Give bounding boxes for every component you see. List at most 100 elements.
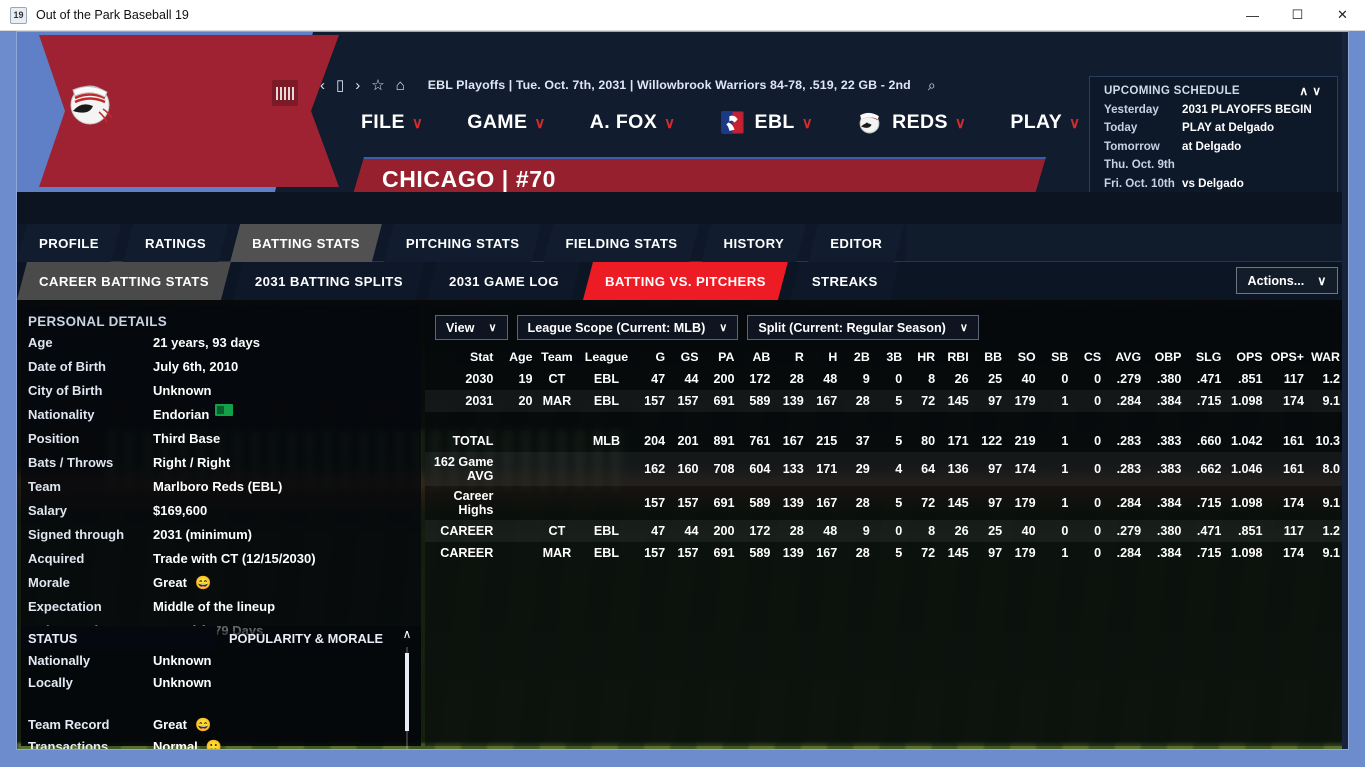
status-tab[interactable]: STATUS bbox=[21, 626, 217, 650]
bookmark-icon[interactable]: ▯ bbox=[336, 77, 345, 94]
table-cell: 139 bbox=[782, 546, 804, 560]
column-header-hr[interactable]: HR bbox=[917, 350, 936, 364]
menu-play-label: PLAY bbox=[1010, 111, 1063, 133]
status-key: Transactions bbox=[28, 739, 109, 750]
forward-chevron-icon[interactable]: › bbox=[355, 76, 361, 94]
status-scrollbar[interactable]: ∧ ∨ bbox=[399, 627, 415, 749]
tab-fielding-stats[interactable]: FIELDING STATS bbox=[543, 224, 699, 262]
tab-batting-stats[interactable]: BATTING STATS bbox=[230, 224, 382, 262]
subtab-streaks[interactable]: STREAKS bbox=[790, 262, 900, 300]
schedule-event[interactable]: PLAY at Delgado bbox=[1182, 121, 1275, 134]
column-header-rbi[interactable]: RBI bbox=[947, 350, 969, 364]
column-header-ops[interactable]: OPS bbox=[1236, 350, 1263, 364]
subtab-batting-vs-pitchers[interactable]: BATTING VS. PITCHERS bbox=[583, 262, 788, 300]
menu-file[interactable]: FILE ∨ bbox=[339, 111, 445, 134]
column-header-avg[interactable]: AVG bbox=[1115, 350, 1142, 364]
detail-value: $169,600 bbox=[153, 503, 208, 518]
chevron-down-icon: ∨ bbox=[954, 114, 967, 132]
table-cell: 8 bbox=[908, 520, 942, 542]
scrollbar-thumb[interactable] bbox=[405, 653, 409, 731]
column-header-pa[interactable]: PA bbox=[718, 350, 735, 364]
column-header-g[interactable]: G bbox=[655, 350, 666, 364]
table-spacer-row bbox=[425, 412, 1346, 430]
detail-key: Signed through bbox=[28, 527, 125, 542]
schedule-event[interactable]: at Delgado bbox=[1182, 139, 1242, 153]
column-header-2b[interactable]: 2B bbox=[853, 350, 870, 364]
chevron-down-icon: ∨ bbox=[488, 322, 497, 334]
column-header-so[interactable]: SO bbox=[1017, 350, 1036, 364]
tab-history[interactable]: HISTORY bbox=[702, 224, 807, 262]
view-dropdown[interactable]: View ∨ bbox=[435, 315, 508, 340]
column-header-r[interactable]: R bbox=[794, 350, 804, 364]
schedule-updown-arrows[interactable]: ∧∨ bbox=[1299, 84, 1325, 98]
column-header-stat[interactable]: Stat bbox=[469, 350, 494, 364]
column-header-war[interactable]: WAR bbox=[1311, 350, 1340, 364]
table-row[interactable]: CAREER MAR EBL 157 157 691 589 139 167 28 5 72 145 97… bbox=[425, 542, 1346, 564]
column-header-bb[interactable]: BB bbox=[984, 350, 1003, 364]
table-cell: 0 bbox=[1094, 546, 1102, 560]
collapse-panel-icon[interactable]: « bbox=[1320, 186, 1328, 192]
column-header-team[interactable]: Team bbox=[541, 350, 573, 364]
subtab-batting-splits[interactable]: 2031 BATTING SPLITS bbox=[233, 262, 425, 300]
menu-league[interactable]: EBL ∨ bbox=[698, 110, 836, 135]
menu-play[interactable]: PLAY ∨ bbox=[988, 111, 1102, 134]
table-row[interactable]: 162 Game AVG 162 160 708 604 133 171 29 4 64 136 97… bbox=[425, 452, 1346, 486]
schedule-event[interactable]: vs Delgado bbox=[1182, 176, 1244, 190]
table-row[interactable]: TOTAL MLB 204 201 891 761 167 215 37 5 80 171 122 219… bbox=[425, 430, 1346, 452]
scrollbar-track[interactable] bbox=[405, 647, 409, 749]
table-cell: 589 bbox=[749, 496, 771, 510]
column-header-sb[interactable]: SB bbox=[1051, 350, 1069, 364]
table-row[interactable]: Career Highs 157 157 691 589 139 167 28 5 72 145 97… bbox=[425, 486, 1346, 520]
column-header-ab[interactable]: AB bbox=[752, 350, 771, 364]
column-header-slg[interactable]: SLG bbox=[1195, 350, 1222, 364]
menu-manager[interactable]: A. FOX ∨ bbox=[568, 111, 698, 134]
subtab-game-log[interactable]: 2031 GAME LOG bbox=[427, 262, 581, 300]
popularity-morale-tab[interactable]: POPULARITY & MORALE bbox=[217, 630, 421, 646]
table-row[interactable]: 2030 19 CT EBL 47 44 200 172 28 48 9 0 8 26 25 40 0 0 .279… bbox=[425, 368, 1346, 390]
upcoming-schedule-title: UPCOMING SCHEDULE bbox=[1104, 84, 1240, 97]
column-header-obp[interactable]: OBP bbox=[1154, 350, 1182, 364]
subtab-career-batting-stats[interactable]: CAREER BATTING STATS bbox=[17, 262, 231, 300]
close-button[interactable]: ✕ bbox=[1337, 7, 1348, 22]
status-key: Team Record bbox=[28, 717, 110, 732]
menu-team[interactable]: REDS ∨ bbox=[835, 110, 988, 135]
star-icon[interactable]: ☆ bbox=[371, 77, 385, 94]
table-cell: .662 bbox=[1187, 452, 1228, 486]
table-cell: 0 bbox=[875, 520, 909, 542]
scroll-up-icon[interactable]: ∧ bbox=[402, 627, 412, 641]
schedule-event[interactable]: 2031 PLAYOFFS BEGIN bbox=[1182, 102, 1312, 116]
column-header-ops-[interactable]: OPS+ bbox=[1270, 350, 1305, 364]
table-cell: 179 bbox=[1014, 496, 1036, 510]
column-header-h[interactable]: H bbox=[828, 350, 838, 364]
menu-game[interactable]: GAME ∨ bbox=[445, 111, 568, 134]
maximize-button[interactable]: ☐ bbox=[1291, 7, 1304, 22]
window-controls: — ☐ ✕ bbox=[1230, 0, 1365, 31]
table-row[interactable]: CAREER CT EBL 47 44 200 172 28 48 9 0 8 26 25 40 0 0.279… bbox=[425, 520, 1346, 542]
table-cell: 215 bbox=[816, 434, 838, 448]
search-icon[interactable]: ⌕ bbox=[927, 76, 936, 93]
table-cell: .715 bbox=[1196, 496, 1222, 510]
column-header-3b[interactable]: 3B bbox=[886, 350, 903, 364]
column-header-age[interactable]: Age bbox=[509, 350, 533, 364]
actions-button[interactable]: Actions... ∨ bbox=[1236, 267, 1338, 294]
detail-value: Marlboro Reds (EBL) bbox=[153, 479, 283, 494]
tab-ratings[interactable]: RATINGS bbox=[123, 224, 228, 262]
tab-profile[interactable]: PROFILE bbox=[17, 224, 121, 262]
spacer-cell bbox=[425, 412, 1346, 430]
table-cell: 26 bbox=[941, 520, 975, 542]
home-icon[interactable]: ⌂ bbox=[395, 76, 405, 94]
column-header-cs[interactable]: CS bbox=[1083, 350, 1102, 364]
tab-editor[interactable]: EDITOR bbox=[808, 224, 904, 262]
back-chevron-icon[interactable]: ‹ bbox=[320, 76, 325, 94]
tab-pitching-stats[interactable]: PITCHING STATS bbox=[384, 224, 542, 262]
table-cell: 20 bbox=[505, 390, 539, 412]
column-header-league[interactable]: League bbox=[584, 350, 629, 364]
table-cell: 117 bbox=[1268, 520, 1311, 542]
split-dropdown[interactable]: Split (Current: Regular Season) ∨ bbox=[747, 315, 979, 340]
minimize-button[interactable]: — bbox=[1246, 7, 1259, 23]
column-header-gs[interactable]: GS bbox=[680, 350, 699, 364]
table-row[interactable]: 2031 20 MAR EBL 157 157 691 589 139 167 28 5 72 145 97… bbox=[425, 390, 1346, 412]
league-logo-icon bbox=[720, 111, 744, 134]
menu-team-label: REDS bbox=[892, 111, 948, 133]
league-scope-dropdown[interactable]: League Scope (Current: MLB) ∨ bbox=[516, 315, 739, 340]
